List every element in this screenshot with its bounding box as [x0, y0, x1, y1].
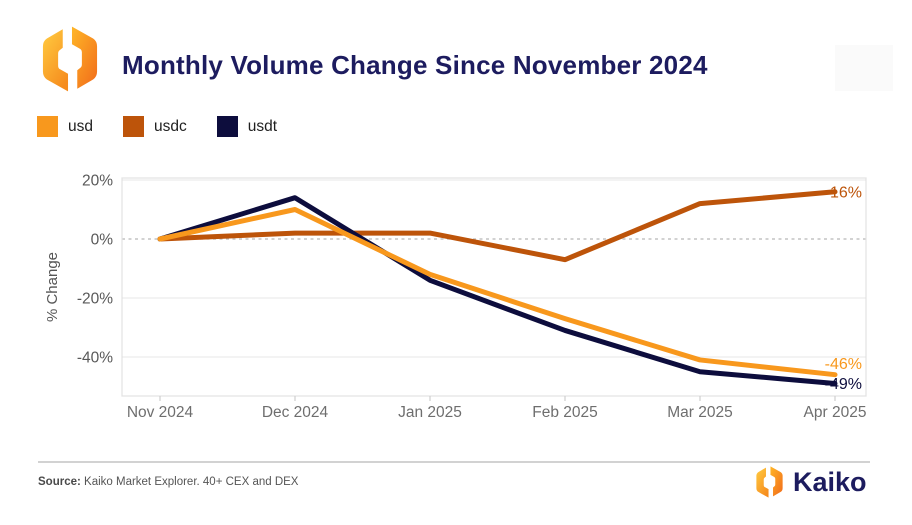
source-label: Source: — [38, 476, 81, 488]
series-line-usdt — [157, 195, 838, 387]
x-tick-label: Jan 2025 — [398, 404, 462, 421]
y-tick-label: 0% — [91, 232, 114, 249]
kaiko-logo-icon — [42, 26, 98, 92]
legend-swatch-usd — [37, 116, 58, 137]
y-axis-title: % Change — [44, 252, 61, 322]
source-note: Source: Kaiko Market Explorer. 40+ CEX a… — [38, 476, 298, 488]
footer-divider — [38, 461, 870, 463]
footer-brand: Kaiko — [753, 466, 867, 498]
end-label-usdc: 16% — [830, 184, 862, 201]
plot-border — [121, 177, 867, 397]
y-tick-label: 20% — [82, 173, 113, 190]
chart-legend: usd usdc usdt — [37, 116, 277, 137]
legend-swatch-usdc — [123, 116, 144, 137]
legend-label: usd — [68, 117, 93, 135]
y-tick-label: -20% — [77, 291, 113, 308]
legend-item-usd: usd — [37, 116, 93, 137]
legend-label: usdt — [247, 117, 278, 135]
source-text: Kaiko Market Explorer. 40+ CEX and DEX — [80, 476, 299, 488]
x-tick-label: Mar 2025 — [667, 404, 732, 421]
x-tick-label: Nov 2024 — [127, 404, 194, 421]
x-tick-label: Feb 2025 — [532, 404, 598, 421]
page-title: Monthly Volume Change Since November 202… — [122, 50, 708, 80]
end-label-usd: -46% — [825, 356, 862, 373]
brand-name: Kaiko — [793, 466, 867, 497]
series-line-usdc — [157, 189, 838, 263]
series-line-usd — [157, 207, 838, 378]
kaiko-logo-icon — [756, 466, 783, 498]
legend-label: usdc — [154, 117, 187, 135]
x-tick-label: Dec 2024 — [262, 404, 329, 421]
legend-item-usdc: usdc — [123, 116, 187, 137]
end-label-usdt: -49% — [825, 376, 862, 393]
watermark-placeholder — [835, 45, 893, 91]
y-tick-label: -40% — [77, 350, 113, 367]
legend-swatch-usdt — [216, 116, 238, 137]
x-tick-label: Apr 2025 — [804, 404, 867, 421]
legend-item-usdt: usdt — [216, 116, 278, 137]
